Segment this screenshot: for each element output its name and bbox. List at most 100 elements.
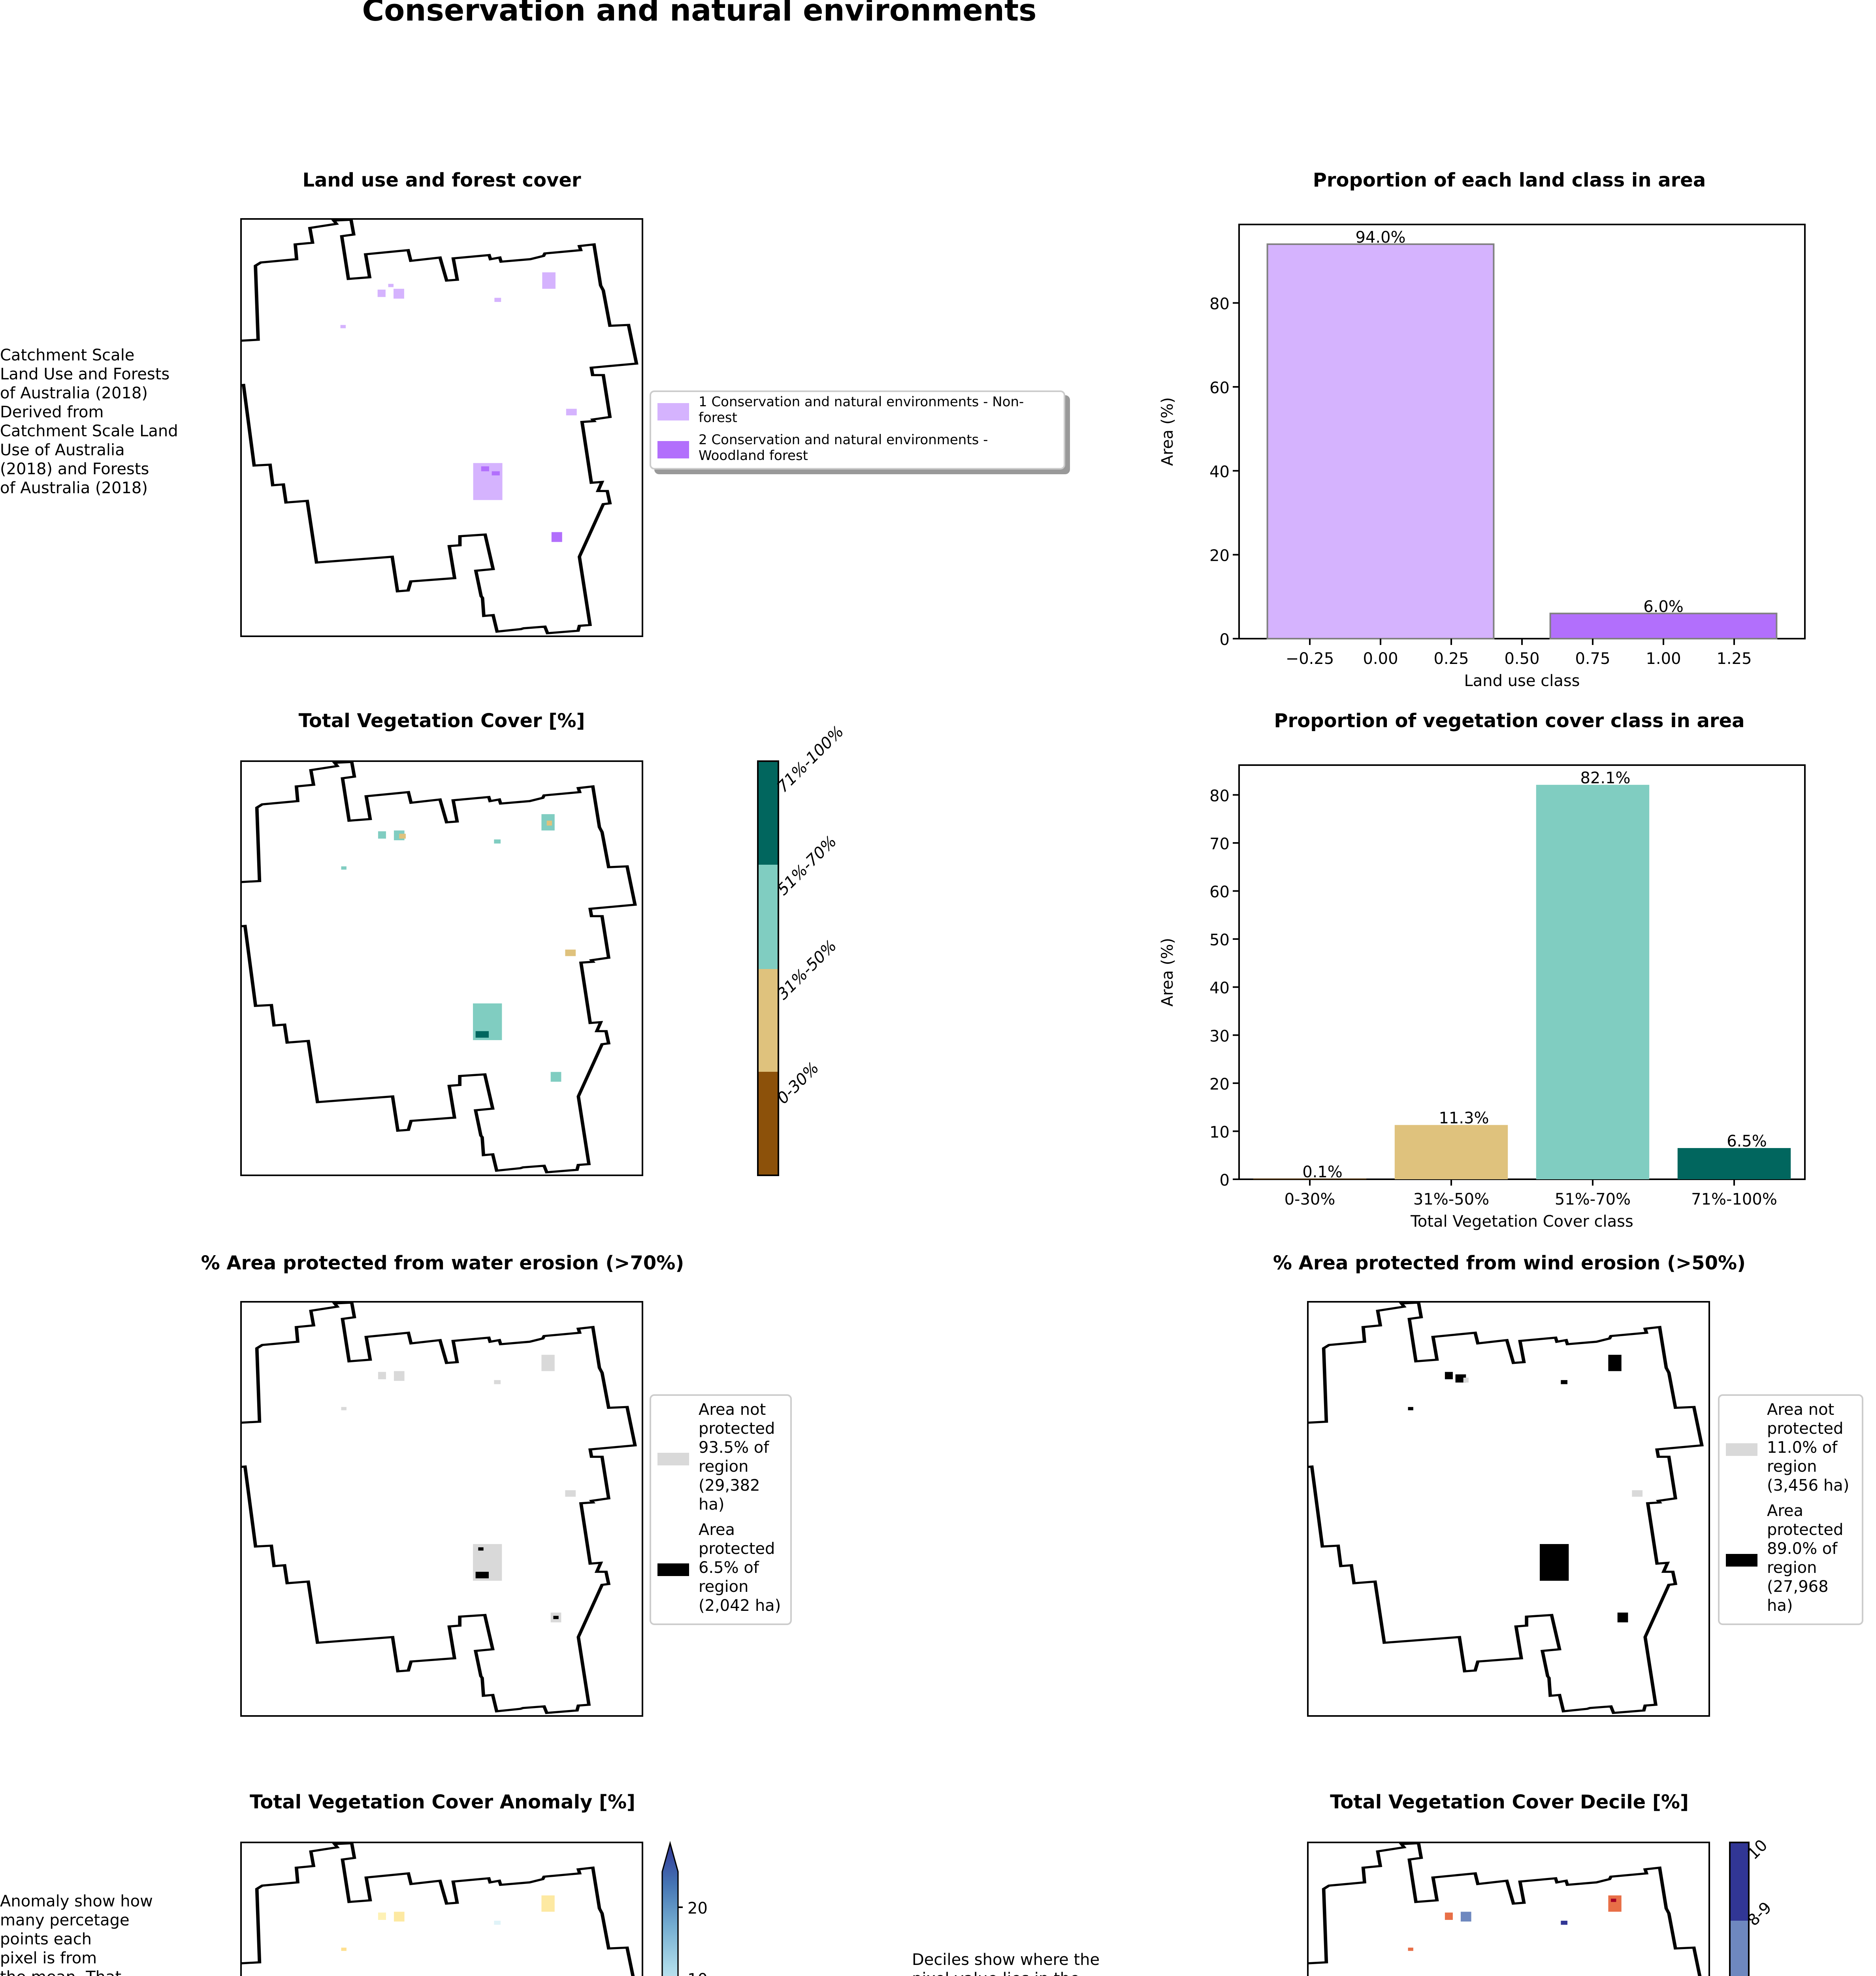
bar-data-label: 0.1% (1302, 1163, 1343, 1181)
land-class-bar-chart: 94.0% 6.0% 0 20 40 60 80 −0.25 0.00 0.25 0.50 0.75 1… (1158, 224, 1806, 690)
veg-cover-colorbar (757, 760, 779, 1176)
legend-item-not-protected: Area not protected 11.0% of region (3,45… (1720, 1399, 1862, 1500)
colorbar-label: 31%-50% (774, 937, 841, 1004)
veg-cover-map-canvas (227, 761, 637, 1174)
legend-item-protected: Area protected 89.0% of region (27,968 h… (1720, 1500, 1862, 1620)
land-use-map-canvas (226, 219, 639, 635)
map-pixel-cluster (1561, 1921, 1568, 1925)
legend-label: Area protected 89.0% of region (27,968 h… (1767, 1503, 1844, 1616)
legend-label: Area protected 6.5% of region (2,042 ha) (699, 1522, 781, 1616)
legend-swatch-not-protected (1726, 1443, 1757, 1456)
legend-label: 2 Conservation and natural environments … (699, 433, 988, 465)
bar-data-label: 6.0% (1643, 598, 1684, 616)
map-pixel-cluster (546, 820, 552, 826)
map-pixel-cluster (1408, 1407, 1413, 1410)
veg-cover-map-title: Total Vegetation Cover [%] (298, 710, 585, 732)
x-tick-label: 51%-70% (1555, 1190, 1631, 1209)
legend-item-protected: Area protected 6.5% of region (2,042 ha) (651, 1519, 790, 1620)
veg-class-chart-title: Proportion of vegetation cover class in … (1274, 710, 1745, 732)
map-pixel-cluster (565, 1490, 576, 1497)
bar-data-label: 11.3% (1439, 1109, 1489, 1128)
map-pixel-cluster (378, 1372, 386, 1380)
map-pixel-cluster (550, 1072, 561, 1082)
map-pixel-cluster (541, 1895, 555, 1912)
veg-class-bar-chart: 0.1% 11.3% 82.1% 6.5% 0 10 20 30 40 50 60 70 80 0-30%… (1158, 764, 1806, 1231)
colorbar-tick-label: 10 (687, 1970, 708, 1976)
map-pixel-cluster (565, 949, 576, 956)
legend-swatch-woodland (657, 440, 689, 458)
legend-label: Area not protected 11.0% of region (3,45… (1767, 1402, 1850, 1495)
map-pixel-cluster (494, 298, 501, 302)
x-tick-label: 0.00 (1363, 650, 1398, 668)
land-use-legend: 1 Conservation and natural environments … (650, 390, 1065, 469)
page-title: Conservation and natural environments (362, 0, 1037, 28)
map-pixel-cluster (1463, 1377, 1469, 1383)
bar-data-label: 6.5% (1727, 1132, 1767, 1150)
land-use-source-note: Catchment Scale Land Use and Forests of … (0, 348, 178, 498)
decile-map (1294, 1842, 1710, 1976)
map-pixel-cluster (478, 1547, 484, 1551)
x-tick-label: 1.00 (1646, 650, 1681, 668)
map-pixel-cluster (494, 839, 501, 844)
veg-cover-map (227, 760, 643, 1176)
bar-data-label: 94.0% (1355, 228, 1405, 247)
y-tick-label: 50 (1209, 931, 1230, 949)
decile-map-title: Total Vegetation Cover Decile [%] (1330, 1791, 1689, 1813)
map-pixel-cluster (541, 1355, 555, 1371)
x-tick-label: 31%-50% (1413, 1190, 1489, 1209)
region-boundary (1294, 1842, 1702, 1976)
map-pixel-cluster (475, 1031, 489, 1038)
legend-swatch-non-forest (657, 402, 689, 420)
land-use-map (226, 218, 643, 637)
colorbar-segment-71-100 (759, 762, 778, 865)
map-pixel-cluster (394, 1912, 405, 1922)
x-tick-label: 0.50 (1504, 650, 1539, 668)
wind-erosion-map-canvas (1294, 1301, 1704, 1714)
y-axis-label: Area (%) (1158, 938, 1177, 1007)
y-tick-label: 80 (1209, 787, 1230, 805)
x-tick-label: −0.25 (1286, 650, 1334, 668)
wind-erosion-map-title: % Area protected from wind erosion (>50%… (1273, 1252, 1746, 1274)
y-tick-label: 20 (1209, 547, 1230, 565)
bar (1394, 1125, 1508, 1179)
colorbar-label: 51%-70% (774, 833, 841, 899)
x-tick-label: 71%-100% (1691, 1190, 1777, 1209)
anomaly-map-canvas (227, 1842, 635, 1976)
colorbar-label: 0-30% (774, 1060, 823, 1108)
map-pixel-cluster (1632, 1490, 1643, 1497)
map-pixel-cluster (494, 1380, 501, 1384)
bar (1536, 784, 1650, 1179)
map-pixel-cluster (492, 471, 500, 475)
map-pixel-cluster (341, 866, 347, 870)
y-tick-label: 40 (1209, 463, 1230, 481)
anomaly-colorbar: 20100−10−20 (661, 1841, 708, 1976)
x-tick-label: 0-30% (1285, 1190, 1335, 1209)
colorbar-label: 71%-100% (774, 723, 848, 797)
map-pixel-cluster (341, 1407, 347, 1410)
map-pixel-cluster (1445, 1912, 1453, 1920)
colorbar-label: 8-9 (1745, 1899, 1776, 1930)
anomaly-note: Anomaly show how many percetage points e… (0, 1894, 153, 1976)
land-class-chart-title: Proportion of each land class in area (1313, 169, 1706, 191)
map-pixel-cluster (1611, 1899, 1616, 1902)
legend-swatch-not-protected (657, 1453, 689, 1465)
region-boundary (1294, 1301, 1704, 1714)
map-pixel-cluster (378, 1912, 386, 1920)
map-pixel-cluster (553, 1616, 559, 1619)
region-boundary (227, 1842, 635, 1976)
legend-item-woodland-forest: 2 Conservation and natural environments … (651, 430, 1064, 468)
y-tick-label: 70 (1209, 835, 1230, 853)
map-pixel-cluster (542, 272, 556, 289)
y-tick-label: 60 (1209, 883, 1230, 901)
map-pixel-cluster (1460, 1912, 1471, 1922)
colorbar-segment-31-50 (759, 968, 778, 1071)
y-tick-label: 0 (1220, 631, 1230, 649)
land-use-map-title: Land use and forest cover (302, 169, 581, 191)
bar (1677, 1148, 1791, 1179)
plot-frame (1238, 764, 1806, 1180)
map-pixel-cluster (378, 831, 386, 839)
map-pixel-cluster (481, 466, 489, 471)
x-axis-label: Land use class (1464, 672, 1580, 690)
map-pixel-cluster (377, 289, 386, 297)
map-pixel-cluster (1445, 1372, 1453, 1380)
